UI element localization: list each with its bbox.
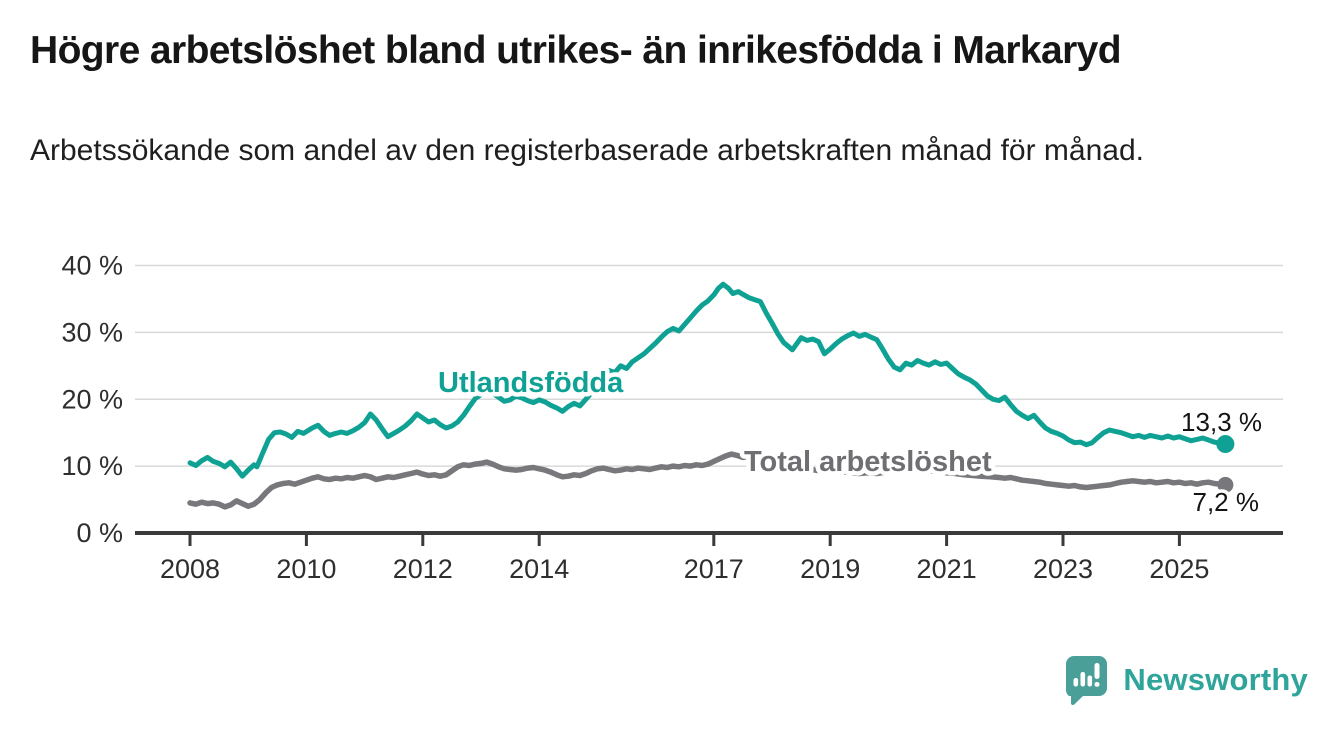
gridlines xyxy=(135,264,1283,467)
x-tick-label: 2014 xyxy=(509,554,569,584)
y-axis-labels: 0 % 10 % 20 % 30 % 40 % xyxy=(61,251,123,549)
x-tick-label: 2025 xyxy=(1149,554,1209,584)
y-tick-label: 10 % xyxy=(61,451,123,481)
line-utlandsfodda xyxy=(187,281,1228,479)
x-tick-label: 2012 xyxy=(393,554,453,584)
x-tick-label: 2023 xyxy=(1033,554,1093,584)
end-value-label-total-arbetsloshet: 7,2 % xyxy=(1193,487,1260,517)
x-tick-label: 2021 xyxy=(917,554,977,584)
end-value-label-utlandsfodda: 13,3 % xyxy=(1181,407,1262,437)
end-dot-total-arbetsloshet xyxy=(1217,476,1234,493)
x-axis: 2008 2010 2012 2014 2017 2019 2021 2023 2025 xyxy=(135,531,1283,584)
y-tick-label: 30 % xyxy=(61,317,123,347)
y-tick-label: 40 % xyxy=(61,251,123,281)
page-title: Högre arbetslöshet bland utrikes- än inr… xyxy=(30,29,1122,72)
x-tick-label: 2019 xyxy=(800,554,860,584)
end-dot-utlandsfodda xyxy=(1216,435,1235,454)
chart-subtitle: Arbetssökande som andel av den registerb… xyxy=(30,134,1144,167)
x-tick-label: 2010 xyxy=(276,554,336,584)
series-lines xyxy=(187,281,1229,510)
series-label-total-arbetsloshet: Total arbetslöshet xyxy=(744,446,992,478)
x-tick-label: 2008 xyxy=(160,554,220,584)
x-tick-label: 2017 xyxy=(684,554,744,584)
brand-name: Newsworthy xyxy=(1123,662,1308,697)
y-tick-label: 0 % xyxy=(76,518,123,548)
line-total-arbetsloshet xyxy=(187,451,1229,510)
series-label-utlandsfodda: Utlandsfödda xyxy=(438,367,624,399)
newsworthy-brand: Newsworthy xyxy=(1063,654,1308,706)
y-tick-label: 20 % xyxy=(61,384,123,414)
newsworthy-logo-icon xyxy=(1066,656,1108,706)
